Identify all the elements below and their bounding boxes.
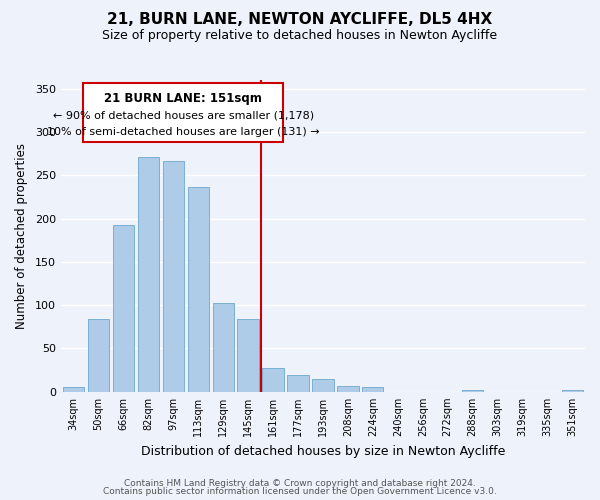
Bar [287,376,308,392]
Bar [163,162,184,392]
Text: Size of property relative to detached houses in Newton Aycliffe: Size of property relative to detached ho… [103,28,497,42]
Bar [212,304,234,392]
Text: ← 90% of detached houses are smaller (1,178): ← 90% of detached houses are smaller (1,… [53,110,314,120]
Bar [188,188,209,392]
Bar [113,224,134,392]
FancyBboxPatch shape [83,83,283,142]
X-axis label: Distribution of detached houses by size in Newton Aycliffe: Distribution of detached houses by size … [141,444,505,458]
Text: Contains HM Land Registry data © Crown copyright and database right 2024.: Contains HM Land Registry data © Crown c… [124,478,476,488]
Text: 21 BURN LANE: 151sqm: 21 BURN LANE: 151sqm [104,92,262,105]
Bar [63,386,84,392]
Bar [313,379,334,392]
Text: Contains public sector information licensed under the Open Government Licence v3: Contains public sector information licen… [103,487,497,496]
Text: 10% of semi-detached houses are larger (131) →: 10% of semi-detached houses are larger (… [47,127,320,137]
Bar [462,390,484,392]
Bar [562,390,583,392]
Bar [362,386,383,392]
Bar [337,386,359,392]
Y-axis label: Number of detached properties: Number of detached properties [15,143,28,329]
Bar [262,368,284,392]
Bar [137,157,159,392]
Text: 21, BURN LANE, NEWTON AYCLIFFE, DL5 4HX: 21, BURN LANE, NEWTON AYCLIFFE, DL5 4HX [107,12,493,28]
Bar [88,319,109,392]
Bar [238,319,259,392]
